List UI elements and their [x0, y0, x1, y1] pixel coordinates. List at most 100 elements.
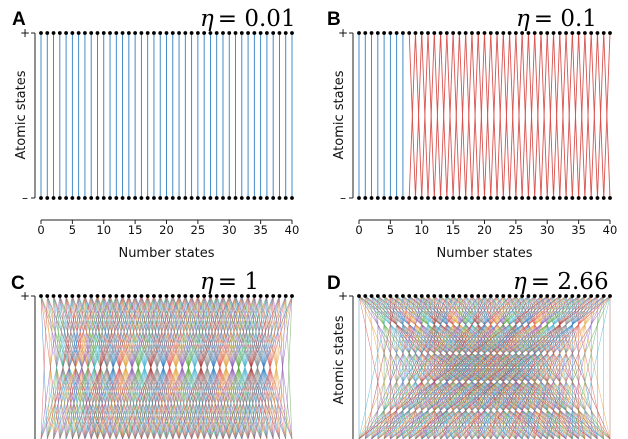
- state-dot-minus: [57, 196, 62, 200]
- state-dot-plus: [239, 294, 244, 298]
- eta-symbol: η: [200, 269, 214, 295]
- transition-line: [546, 32, 554, 199]
- transition-line: [371, 295, 529, 439]
- state-dot-plus: [70, 294, 75, 298]
- state-dot-plus: [258, 294, 263, 298]
- state-dot-plus: [265, 31, 269, 35]
- state-dot-plus: [83, 294, 87, 298]
- transition-line: [446, 295, 604, 439]
- state-dot-minus: [564, 196, 568, 200]
- transition-line: [365, 295, 460, 439]
- y-tick-label-plus: +: [20, 26, 30, 40]
- transition-line: [521, 32, 529, 199]
- transition-line: [197, 295, 255, 439]
- state-dot-plus: [114, 294, 119, 298]
- transition-line: [452, 295, 611, 439]
- state-dot-minus: [551, 196, 556, 200]
- state-dot-plus: [419, 294, 424, 298]
- state-dot-plus: [246, 294, 250, 298]
- x-axis-label: Number states: [436, 246, 532, 261]
- state-dot-plus: [507, 294, 512, 298]
- transition-line: [383, 295, 510, 439]
- state-dot-plus: [95, 294, 100, 298]
- transition-line: [377, 295, 441, 439]
- transition-line: [40, 295, 48, 439]
- state-dot-plus: [488, 294, 493, 298]
- transition-line: [358, 295, 517, 439]
- state-dot-plus: [83, 31, 87, 35]
- state-dot-plus: [520, 294, 525, 298]
- state-dot-plus: [601, 294, 606, 298]
- transition-line: [409, 295, 598, 439]
- state-dot-plus: [595, 294, 600, 298]
- transition-line: [540, 32, 548, 199]
- state-dot-plus: [126, 31, 131, 35]
- transition-line: [433, 32, 442, 199]
- state-dot-plus: [177, 31, 181, 35]
- state-dot-plus: [202, 31, 207, 35]
- state-dot-plus: [252, 294, 257, 298]
- transition-line: [396, 295, 586, 439]
- x-tick-label: 0: [355, 223, 362, 237]
- state-dot-plus: [208, 294, 213, 298]
- transition-line: [185, 295, 243, 439]
- x-tick-label: 15: [446, 223, 461, 237]
- state-dot-plus: [595, 31, 600, 35]
- transition-line: [371, 295, 560, 439]
- transition-line: [228, 295, 286, 439]
- transition-line: [515, 295, 611, 439]
- transition-line: [528, 295, 592, 439]
- state-dot-plus: [470, 294, 474, 298]
- state-dot-plus: [507, 31, 512, 35]
- state-dot-plus: [470, 31, 474, 35]
- state-dot-plus: [139, 31, 144, 35]
- state-dot-minus: [208, 196, 213, 200]
- transition-lines: [40, 295, 293, 439]
- eta-annotation: η = 1: [200, 269, 259, 295]
- state-dot-plus: [413, 294, 418, 298]
- panel-label: D: [327, 273, 341, 294]
- state-dot-minus: [388, 196, 393, 200]
- state-dot-plus: [444, 31, 449, 35]
- state-dot-minus: [363, 196, 368, 200]
- transition-line: [78, 295, 136, 439]
- state-dot-minus: [589, 196, 594, 200]
- transition-lines: [358, 32, 611, 199]
- state-dot-plus: [290, 31, 294, 35]
- state-dot-minus: [532, 196, 537, 200]
- state-dot-plus: [539, 31, 543, 35]
- y-tick-label-minus: –: [22, 191, 28, 205]
- transition-line: [421, 295, 611, 439]
- state-dot-plus: [407, 31, 412, 35]
- state-dot-plus: [583, 31, 587, 35]
- state-dot-plus: [551, 294, 556, 298]
- y-axis-label: Atomic states: [332, 70, 347, 159]
- state-dot-plus: [388, 31, 393, 35]
- state-dot-plus: [601, 31, 606, 35]
- transition-lines: [40, 33, 293, 198]
- transition-line: [59, 295, 117, 439]
- state-dot-minus: [382, 196, 386, 200]
- transition-line: [390, 295, 548, 439]
- state-dot-minus: [195, 196, 200, 200]
- transition-line: [465, 295, 592, 439]
- state-dot-plus: [495, 31, 499, 35]
- transition-line: [559, 32, 567, 199]
- x-axis-label: Number states: [118, 246, 214, 261]
- state-dot-plus: [526, 31, 531, 35]
- transition-line: [365, 295, 491, 439]
- state-dot-plus: [363, 31, 368, 35]
- transition-line: [285, 295, 293, 439]
- state-dot-plus: [369, 294, 374, 298]
- state-dot-plus: [476, 31, 481, 35]
- transition-line: [465, 32, 473, 199]
- state-dot-minus: [258, 196, 263, 200]
- state-dot-plus: [39, 294, 43, 298]
- x-tick-label: 25: [191, 223, 206, 237]
- state-dot-plus: [233, 294, 238, 298]
- state-dot-plus: [283, 294, 288, 298]
- state-dot-plus: [57, 31, 62, 35]
- state-dot-plus: [438, 31, 443, 35]
- state-dot-minus: [108, 196, 112, 200]
